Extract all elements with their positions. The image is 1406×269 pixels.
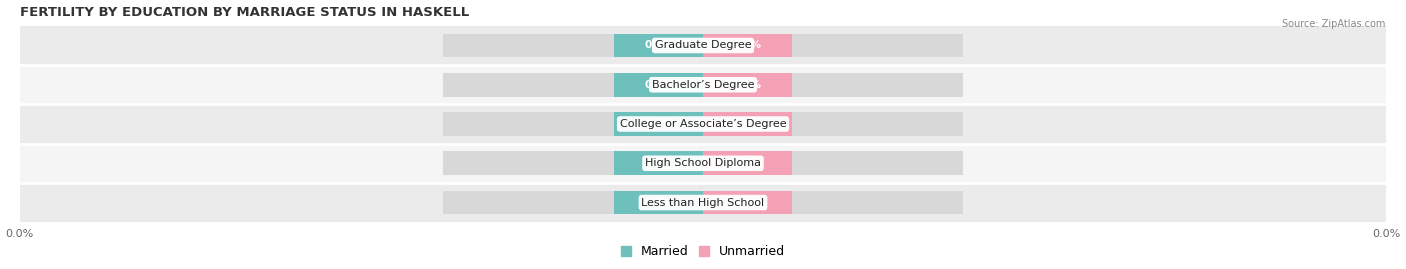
Bar [703,34,963,57]
Text: 0.0%: 0.0% [644,158,673,168]
Text: 0.0%: 0.0% [733,80,762,90]
Legend: Married, Unmarried: Married, Unmarried [617,242,789,262]
Text: 0.0%: 0.0% [733,158,762,168]
Text: Source: ZipAtlas.com: Source: ZipAtlas.com [1281,19,1385,29]
Text: 0.0%: 0.0% [644,80,673,90]
Bar [443,112,703,136]
Text: 0.0%: 0.0% [733,197,762,207]
Text: 0.0%: 0.0% [644,119,673,129]
Bar [703,191,792,214]
Bar [703,151,792,175]
Bar [614,112,703,136]
Bar [20,183,1386,222]
Bar [614,34,703,57]
Bar [703,112,963,136]
Bar [614,73,703,97]
Bar [20,26,1386,65]
Bar [703,73,963,97]
Text: 0.0%: 0.0% [644,197,673,207]
Bar [20,144,1386,183]
Text: College or Associate’s Degree: College or Associate’s Degree [620,119,786,129]
Text: FERTILITY BY EDUCATION BY MARRIAGE STATUS IN HASKELL: FERTILITY BY EDUCATION BY MARRIAGE STATU… [20,6,470,19]
Bar [443,73,703,97]
Bar [443,191,703,214]
Text: 0.0%: 0.0% [644,40,673,51]
Text: High School Diploma: High School Diploma [645,158,761,168]
Bar [703,34,792,57]
Bar [703,73,792,97]
Text: Graduate Degree: Graduate Degree [655,40,751,51]
Text: Bachelor’s Degree: Bachelor’s Degree [652,80,754,90]
Text: 0.0%: 0.0% [733,40,762,51]
Bar [443,34,703,57]
Bar [703,151,963,175]
Text: Less than High School: Less than High School [641,197,765,207]
Bar [443,151,703,175]
Bar [703,112,792,136]
Bar [20,104,1386,144]
Bar [614,151,703,175]
Bar [703,191,963,214]
Text: 0.0%: 0.0% [733,119,762,129]
Bar [614,191,703,214]
Bar [20,65,1386,104]
